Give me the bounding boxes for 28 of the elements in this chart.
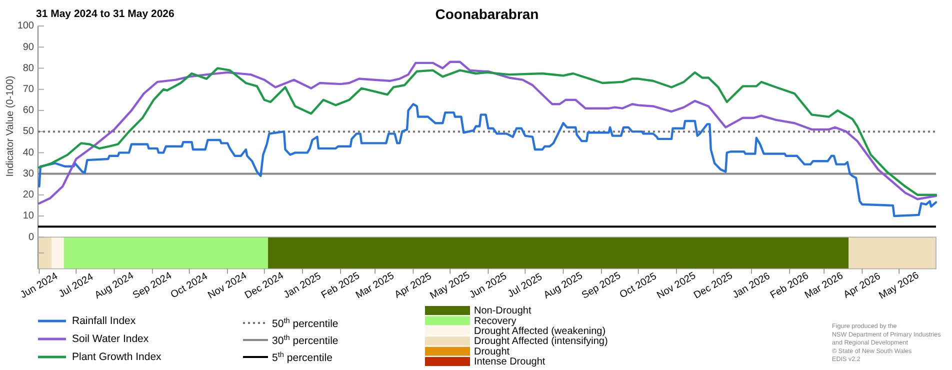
text: Drought [474,346,510,358]
legend-label: Plant Growth Index [72,350,162,363]
y-tick-label: 50 [22,126,34,138]
text: Drought Affected (intensifying) [474,336,608,348]
y-tick-label: 60 [22,105,34,116]
legend-label: 5$^{th}$ percentile [272,350,333,364]
chart-subtitle: 31 May 2024 to 31 May 2026 [36,8,174,20]
legend-label: 30$^{th}$ percentile [272,332,338,347]
y-tick-label: 0 [28,232,34,243]
text: Drought Affected (weakening) [474,326,606,338]
legend-label: Soil Water Index [72,332,150,345]
y-tick-label: 100 [17,20,34,32]
y-tick-label: 20 [22,190,34,201]
legend-label: 50$^{th}$ percentile [272,316,338,330]
text: Recovery [474,316,516,327]
y-tick-label: 90 [22,42,34,53]
y-tick-label: 40 [22,147,34,158]
chart-title: Coonabarabran [435,6,539,22]
text: Intense Drought [474,356,546,368]
y-axis-title: Indicator Value (0-100) [5,76,16,177]
y-tick-label: 10 [22,210,34,222]
legend-label: Rainfall Index [72,314,136,327]
y-tick-label: 30 [22,168,34,180]
line-series [38,103,938,218]
text: Non-Drought [474,306,532,317]
y-tick-label: 80 [22,62,34,74]
y-tick-label: 70 [22,84,34,95]
x-tick-label: Jul 2025 [506,271,545,300]
